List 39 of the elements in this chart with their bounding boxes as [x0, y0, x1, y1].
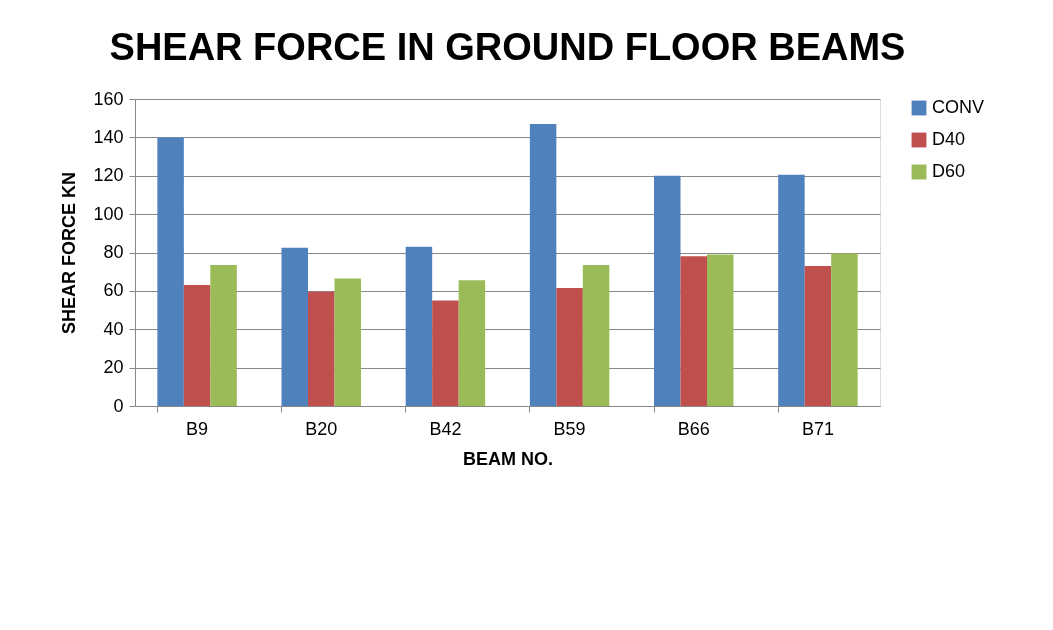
bar — [680, 256, 707, 406]
y-tick-label: 20 — [103, 357, 124, 378]
legend-label: D40 — [932, 129, 966, 149]
y-tick-label: 80 — [103, 242, 124, 262]
bar — [831, 253, 858, 406]
y-axis-title: SHEAR FORCE KN — [59, 171, 80, 335]
bar — [556, 288, 583, 406]
y-tick-label: 0 — [113, 395, 124, 416]
bar — [654, 175, 681, 406]
legend-label: CONV — [932, 97, 985, 117]
bar — [281, 247, 309, 406]
bar — [778, 174, 805, 406]
bar — [183, 285, 211, 406]
y-tick-label: 40 — [103, 318, 124, 339]
x-tick-label: B71 — [801, 418, 834, 439]
legend-label: D60 — [932, 161, 966, 181]
bar — [582, 264, 610, 406]
bar — [804, 265, 832, 406]
y-tick-label: 60 — [103, 280, 124, 301]
y-tick-label: 100 — [93, 203, 124, 224]
x-tick-label: B9 — [186, 418, 209, 439]
bar — [157, 137, 184, 406]
x-tick-label: B59 — [553, 418, 586, 439]
x-tick-label: B42 — [429, 418, 462, 439]
bar — [210, 264, 237, 406]
bar — [432, 300, 459, 406]
bar — [458, 280, 486, 406]
bar — [529, 123, 557, 406]
bar — [308, 291, 335, 406]
x-tick-label: B20 — [305, 418, 338, 439]
chart-title: SHEAR FORCE IN GROUND FLOOR BEAMS — [109, 26, 906, 68]
bar — [405, 246, 433, 406]
x-tick-label: B66 — [677, 418, 710, 439]
bar — [706, 254, 734, 406]
y-tick-label: 140 — [93, 126, 124, 147]
x-axis-title: BEAM NO. — [463, 448, 553, 469]
y-tick-label: 120 — [93, 165, 124, 186]
y-tick-label: 160 — [93, 88, 124, 109]
bar — [334, 278, 361, 406]
